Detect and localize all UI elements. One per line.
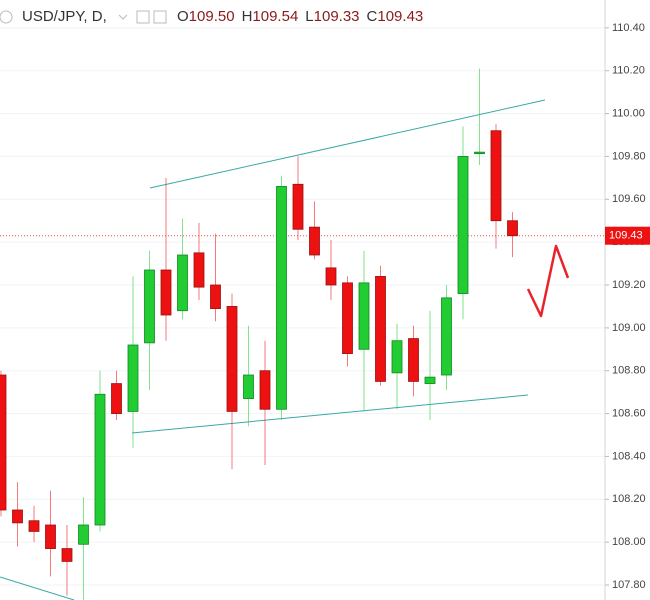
candle-body [111,383,122,414]
candle-body [358,282,370,350]
candle-body [507,220,518,237]
icon [0,10,13,24]
candle-body [391,340,403,374]
y-tick-label: 110.20 [612,65,645,77]
candle-body [424,376,436,384]
legend-key: H [242,8,253,25]
candle-body [61,548,73,562]
drawing [526,244,570,318]
legend-value: 109.50 [189,8,235,25]
candle-body [160,269,172,316]
candle-body [193,252,205,288]
candle-body [210,284,221,309]
candle-body [309,226,320,256]
y-tick-label: 108.60 [612,407,646,419]
symbol: USD/JPY, D, [22,8,107,25]
last-price-badge [605,226,650,245]
candle-body [177,254,188,312]
legend-value: 109.43 [377,8,423,25]
candle-body [292,183,304,230]
y-tick-label: 109.80 [612,150,646,162]
y-tick-label: 107.80 [612,579,646,591]
candle-body [12,509,23,524]
candle-body [259,370,271,410]
y-tick-label: 108.20 [612,493,646,505]
candle-body [78,524,89,545]
y-tick-label: 108.80 [612,365,646,377]
trend-line [0,576,75,600]
candle-body [490,130,502,222]
candle-body [276,186,287,410]
trend-line [131,394,529,434]
candle-body [474,151,485,155]
legend-key: O [177,8,189,25]
y-tick-label: 110.40 [612,22,645,34]
last-price-label: 109.43 [609,230,643,242]
grid [0,27,605,586]
y-tick-label: 109.00 [612,322,646,334]
y-tick-label: 108.00 [612,536,646,548]
header: USD/JPY, D, O109.50 H109.54 L109.33 C109.43 [0,8,423,25]
candle-body [441,297,452,376]
legend-key: C [367,8,378,25]
candle-body [375,276,386,382]
legend-value: 109.54 [252,8,298,25]
candle-body [325,267,337,286]
icon [153,10,167,24]
y-tick-label: 110.00 [612,107,645,119]
candle-body [0,374,7,511]
candle-body [144,269,155,344]
icon [136,10,150,24]
candle-body [342,282,353,354]
ohlc-legend: O109.50 H109.54 L109.33 C109.43 [177,8,423,25]
icon [118,14,128,20]
candle-body [408,338,419,382]
legend-key: L [305,8,313,25]
y-tick-label: 108.40 [612,450,646,462]
candle-body [94,393,106,526]
y-tick-label: 109.60 [612,193,646,205]
y-tick-label: 109.20 [612,279,646,291]
candle-body [28,520,40,532]
candles [0,68,518,600]
legend-value: 109.33 [314,8,360,25]
candle-body [243,374,254,399]
candle-body [457,156,469,294]
candle-body [45,524,56,549]
price-axis: 107.80 108.00 108.20 108.40 108.60 108.80 109.… [605,22,646,591]
candle-body [127,344,139,412]
candle-body [226,306,238,412]
